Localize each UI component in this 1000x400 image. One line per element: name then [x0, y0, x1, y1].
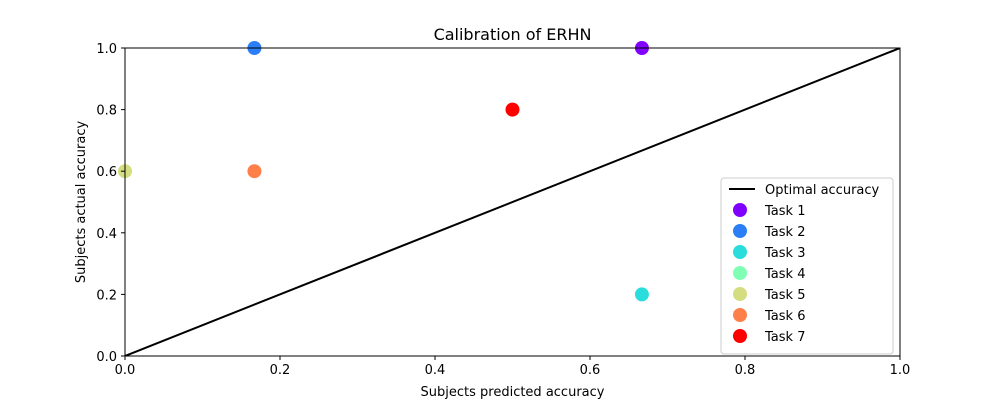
legend-label-optimal: Optimal accuracy — [765, 183, 880, 198]
legend-swatch-task-2 — [733, 224, 747, 238]
x-tick-label: 1.0 — [890, 363, 911, 378]
data-point-task-6 — [247, 164, 262, 179]
y-tick-label: 0.8 — [96, 104, 117, 119]
legend-swatch-task-3 — [733, 245, 747, 259]
legend-label-task-5: Task 5 — [764, 288, 805, 303]
optimal-accuracy-line — [125, 48, 900, 356]
legend-box — [720, 177, 894, 355]
y-axis-label: Subjects actual accuracy — [74, 121, 89, 284]
legend: Optimal accuracy Task 1 Task 2 Task 3 Task 4… — [720, 177, 894, 355]
y-tick-label: 0.4 — [96, 227, 117, 242]
legend-label-task-2: Task 2 — [764, 225, 805, 240]
y-tick-label: 0.0 — [96, 350, 117, 365]
y-tick-label: 0.6 — [96, 165, 117, 180]
legend-swatch-task-1 — [733, 203, 747, 217]
legend-swatch-task-5 — [733, 287, 747, 301]
legend-label-task-6: Task 6 — [764, 309, 805, 324]
x-axis-label: Subjects predicted accuracy — [421, 385, 605, 400]
x-tick-label: 0.6 — [580, 363, 601, 378]
legend-label-task-1: Task 1 — [764, 204, 805, 219]
plot-area-frame — [124, 47, 901, 357]
legend-label-task-7: Task 7 — [764, 330, 805, 345]
x-tick-label: 0.0 — [115, 363, 136, 378]
legend-swatch-task-7 — [733, 329, 747, 343]
x-tick-label: 0.4 — [425, 363, 446, 378]
chart-title: Calibration of ERHN — [434, 25, 592, 44]
data-point-task-7 — [505, 102, 520, 117]
y-tick-label: 0.2 — [96, 288, 117, 303]
legend-swatch-task-4 — [733, 266, 747, 280]
legend-label-task-4: Task 4 — [764, 267, 805, 282]
x-tick-label: 0.2 — [270, 363, 291, 378]
x-tick-label: 0.8 — [735, 363, 756, 378]
legend-swatch-task-6 — [733, 308, 747, 322]
data-point-task-3 — [634, 287, 649, 302]
y-tick-label: 1.0 — [96, 42, 117, 57]
legend-label-task-3: Task 3 — [764, 246, 805, 261]
